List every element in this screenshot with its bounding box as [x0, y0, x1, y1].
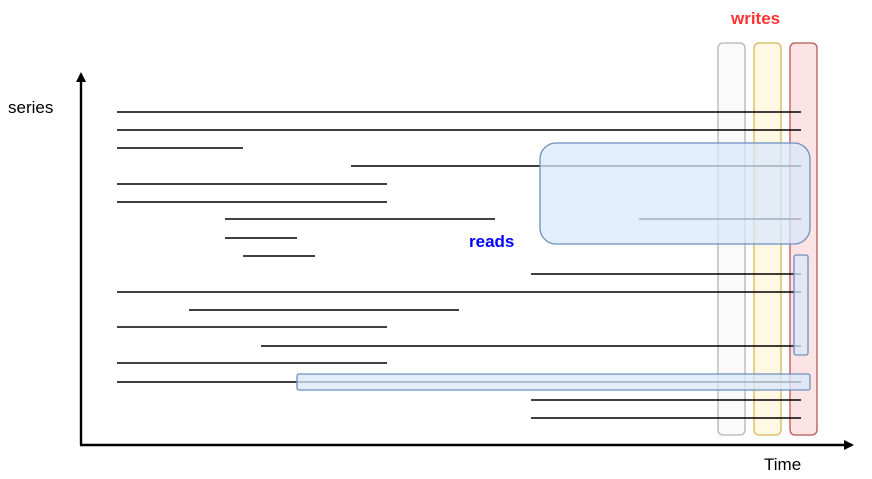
reads-label: reads	[469, 232, 514, 251]
axes	[76, 72, 854, 450]
read-region-horizontal	[296, 373, 811, 391]
writes-label: writes	[730, 9, 780, 28]
y-axis-label: series	[8, 98, 53, 117]
x-axis-label: Time	[764, 455, 801, 474]
read-region-large	[539, 142, 811, 245]
read-region-vertical	[793, 254, 809, 356]
read-regions	[296, 142, 811, 391]
